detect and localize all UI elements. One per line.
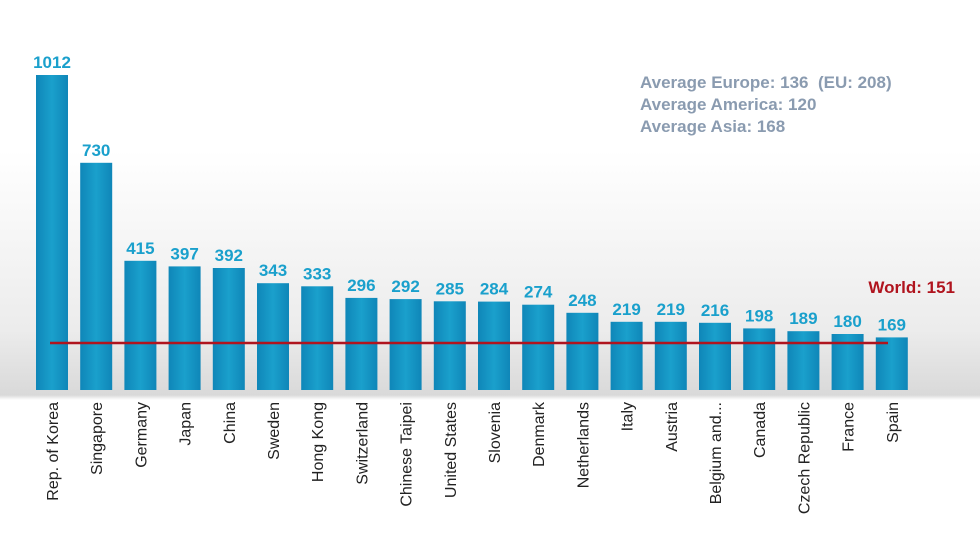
bar-austria (654, 321, 687, 390)
category-label: France (841, 402, 858, 452)
value-label: 284 (480, 280, 509, 299)
category-label: Rep. of Korea (45, 402, 62, 501)
value-label: 415 (126, 239, 154, 258)
category-label: Spain (885, 402, 902, 443)
value-label: 730 (82, 141, 110, 160)
bars-group (36, 75, 908, 390)
value-label: 392 (215, 246, 243, 265)
averages-annotation: Average Europe: 136 (EU: 208) Average Am… (640, 72, 892, 138)
value-label: 248 (568, 291, 596, 310)
value-label: 219 (657, 300, 685, 319)
category-labels-group: Rep. of Korea Singapore Germany Japan China S… (45, 401, 902, 514)
average-europe-text: Average Europe: 136 (EU: 208) (640, 73, 892, 92)
value-label: 333 (303, 264, 331, 283)
value-label: 285 (436, 279, 464, 298)
category-label: Singapore (89, 402, 106, 475)
category-label: Japan (178, 402, 195, 446)
average-america-text: Average America: 120 (640, 95, 817, 114)
bar-sweden (257, 283, 289, 390)
category-label: Chinese Taipei (399, 402, 416, 507)
category-label: Canada (752, 402, 769, 458)
bar-italy (610, 321, 643, 390)
value-label: 274 (524, 283, 553, 302)
bar-canada (743, 328, 776, 390)
category-label: Switzerland (354, 402, 371, 485)
value-label: 169 (878, 315, 906, 334)
category-label: Czech Republic (796, 402, 813, 514)
category-label: Germany (133, 402, 150, 468)
bar-czech-republic (787, 331, 820, 390)
value-label: 219 (612, 300, 640, 319)
bar-slovenia (478, 301, 510, 390)
value-label: 1012 (33, 53, 71, 72)
bar-singapore (80, 162, 113, 390)
value-label: 198 (745, 306, 773, 325)
category-label: Italy (620, 402, 637, 431)
bar-hong-kong (301, 286, 334, 390)
category-label: Hong Kong (310, 402, 327, 482)
average-asia-text: Average Asia: 168 (640, 117, 786, 136)
bar-chinese-taipei (389, 299, 422, 390)
bar-spain (875, 337, 908, 390)
bar-japan (168, 266, 201, 390)
bar-netherlands (566, 312, 599, 390)
value-label: 292 (391, 277, 419, 296)
category-label: Slovenia (487, 402, 504, 463)
category-label: China (222, 402, 239, 444)
bar-belgium-and (699, 322, 731, 390)
value-label: 216 (701, 301, 729, 320)
value-label: 397 (170, 244, 198, 263)
category-label: Sweden (266, 402, 283, 460)
value-label: 189 (789, 309, 817, 328)
bar-united-states (433, 301, 466, 390)
category-label: Netherlands (575, 402, 592, 488)
bar-china (212, 268, 245, 390)
value-label: 296 (347, 276, 375, 295)
bar-germany (124, 260, 157, 390)
bar-denmark (522, 304, 555, 390)
value-label: 180 (833, 312, 861, 331)
value-label: 343 (259, 261, 287, 280)
category-label: Denmark (531, 401, 548, 467)
category-label: Austria (664, 402, 681, 452)
bar-rep-of-korea (36, 75, 68, 390)
category-label: United States (443, 402, 460, 498)
value-labels-group: 1012 730 415 397 392 343 333 296 292 285 284 274 248… (33, 53, 906, 334)
category-label: Belgium and... (708, 402, 725, 504)
world-reference-label: World: 151 (868, 278, 955, 297)
